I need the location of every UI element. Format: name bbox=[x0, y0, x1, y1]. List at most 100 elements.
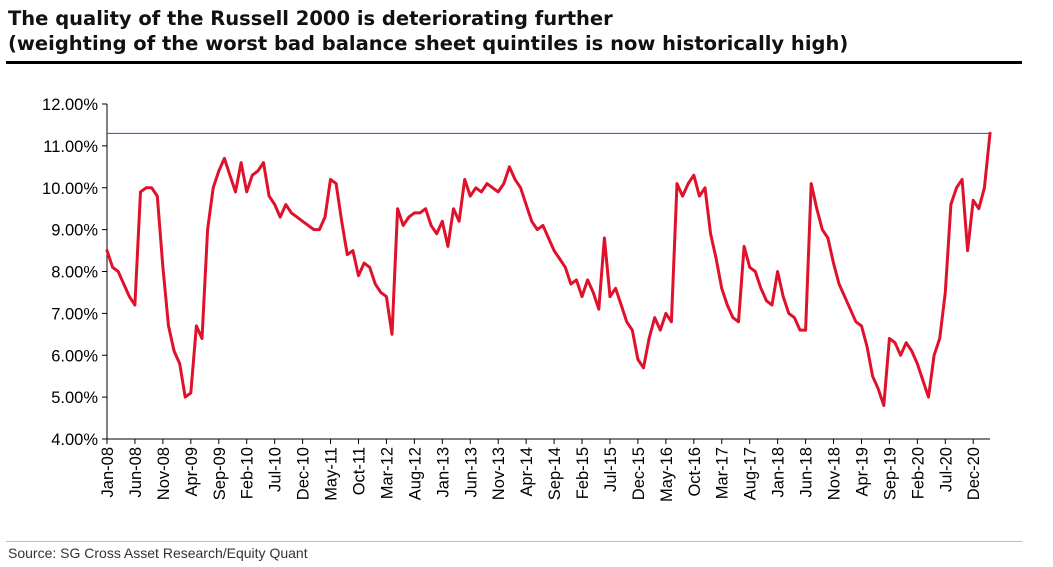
chart-title-line-1: The quality of the Russell 2000 is deter… bbox=[8, 7, 613, 30]
data-point bbox=[285, 203, 287, 206]
x-tick-label: Apr-09 bbox=[183, 447, 201, 497]
x-tick-label: Sep-19 bbox=[881, 447, 899, 500]
data-point bbox=[357, 274, 360, 277]
data-point bbox=[637, 358, 639, 361]
x-tick-label: Aug-12 bbox=[406, 447, 424, 500]
chart-title: The quality of the Russell 2000 is deter… bbox=[8, 6, 1038, 56]
x-tick-label: Nov-13 bbox=[490, 447, 508, 500]
y-tick-label: 10.00% bbox=[42, 180, 98, 198]
data-point bbox=[536, 228, 539, 231]
data-point bbox=[424, 207, 427, 210]
data-point bbox=[396, 207, 399, 210]
data-point bbox=[363, 262, 365, 264]
data-point bbox=[458, 220, 460, 223]
data-point bbox=[134, 304, 136, 306]
x-tick-label: Jul-20 bbox=[937, 447, 955, 492]
data-point bbox=[525, 203, 527, 206]
data-point bbox=[206, 228, 209, 231]
data-point bbox=[497, 191, 500, 193]
y-tick-label: 11.00% bbox=[43, 138, 98, 156]
data-point bbox=[486, 182, 488, 185]
data-point bbox=[715, 258, 717, 260]
x-tick-label: Jan-13 bbox=[434, 447, 452, 497]
data-point bbox=[603, 237, 606, 239]
data-point bbox=[788, 312, 790, 315]
x-tick-label: Feb-20 bbox=[909, 447, 927, 499]
data-point bbox=[855, 321, 857, 323]
data-point bbox=[665, 312, 667, 315]
data-point bbox=[419, 212, 421, 214]
data-point bbox=[307, 224, 310, 227]
data-point bbox=[123, 283, 125, 285]
data-point bbox=[117, 270, 119, 273]
data-point bbox=[877, 388, 879, 390]
data-point bbox=[737, 321, 740, 323]
x-tick-label: Jun-08 bbox=[127, 447, 145, 497]
data-point bbox=[145, 187, 147, 189]
data-point bbox=[950, 203, 952, 206]
data-point bbox=[916, 362, 919, 365]
data-point bbox=[670, 321, 673, 323]
data-point bbox=[771, 304, 773, 306]
data-point bbox=[167, 325, 170, 327]
data-point bbox=[821, 228, 824, 231]
y-tick-label: 7.00% bbox=[51, 305, 98, 323]
data-point bbox=[648, 337, 650, 340]
data-point bbox=[391, 333, 393, 336]
data-point bbox=[240, 161, 242, 164]
x-tick-label: Jul-10 bbox=[267, 447, 285, 492]
data-point bbox=[866, 346, 868, 348]
data-point bbox=[598, 308, 600, 310]
data-point bbox=[586, 279, 589, 281]
data-point bbox=[983, 187, 986, 189]
data-point bbox=[609, 295, 611, 298]
data-point bbox=[447, 245, 449, 248]
x-tick-label: Jan-08 bbox=[99, 447, 117, 497]
data-point bbox=[150, 187, 153, 189]
data-point bbox=[262, 161, 265, 164]
data-point bbox=[301, 220, 304, 223]
data-point bbox=[776, 270, 779, 273]
data-point bbox=[698, 195, 701, 197]
x-tick-label: Oct-16 bbox=[686, 447, 704, 497]
data-point bbox=[234, 191, 237, 193]
data-point bbox=[888, 337, 891, 340]
source-note: Source: SG Cross Asset Research/Equity Q… bbox=[8, 545, 308, 561]
x-tick-label: Mar-12 bbox=[378, 447, 396, 499]
data-point bbox=[385, 295, 388, 298]
data-point bbox=[162, 266, 164, 269]
data-point bbox=[810, 182, 812, 185]
data-point bbox=[542, 224, 544, 227]
data-point bbox=[961, 178, 963, 181]
data-point bbox=[944, 291, 947, 294]
data-point bbox=[989, 132, 991, 135]
y-tick-label: 12.00% bbox=[42, 96, 98, 114]
data-point bbox=[268, 195, 270, 197]
footer-rule bbox=[6, 541, 1022, 542]
data-point bbox=[732, 316, 734, 319]
chart-subtitle: (weighting of the worst bad balance shee… bbox=[8, 32, 849, 55]
data-point bbox=[503, 182, 505, 185]
x-tick-label: Sep-14 bbox=[546, 447, 564, 500]
x-tick-label: Apr-14 bbox=[518, 447, 536, 497]
data-point bbox=[575, 279, 578, 281]
x-tick-label: Sep-09 bbox=[211, 447, 229, 500]
data-point bbox=[190, 392, 192, 394]
data-point bbox=[296, 216, 298, 218]
data-point bbox=[519, 187, 522, 189]
data-point bbox=[782, 295, 784, 298]
data-point bbox=[324, 216, 326, 218]
data-point bbox=[178, 362, 181, 365]
data-point bbox=[469, 195, 472, 197]
x-tick-label: Dec-20 bbox=[965, 447, 983, 500]
data-point bbox=[251, 174, 254, 176]
data-point bbox=[318, 228, 321, 231]
data-point bbox=[201, 337, 203, 340]
data-point bbox=[218, 170, 220, 172]
data-point bbox=[128, 295, 131, 298]
data-point bbox=[726, 304, 729, 306]
data-point bbox=[693, 174, 695, 176]
y-tick-label: 6.00% bbox=[51, 347, 98, 365]
x-tick-label: Aug-17 bbox=[742, 447, 760, 500]
data-point bbox=[832, 262, 835, 264]
